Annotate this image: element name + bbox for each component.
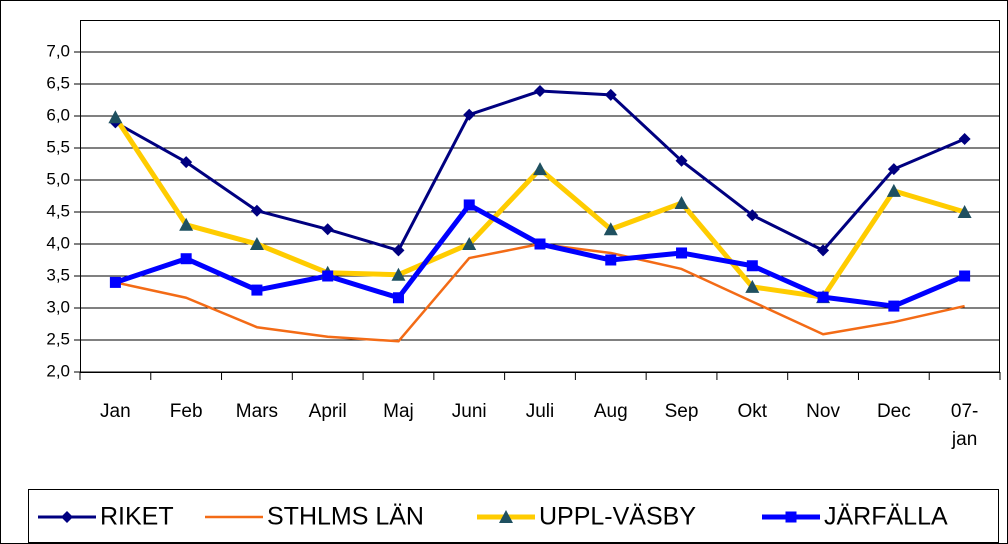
x-tick-label: Maj: [383, 401, 414, 422]
marker: [392, 292, 404, 304]
legend-label: STHLMS LÄN: [267, 503, 424, 531]
marker: [675, 154, 688, 167]
marker: [886, 183, 901, 197]
x-tick-label: 07-jan: [950, 401, 979, 450]
marker: [817, 291, 829, 303]
marker: [463, 108, 476, 121]
x-tick-label: Mars: [235, 401, 279, 422]
marker: [109, 276, 121, 288]
marker: [250, 204, 263, 217]
x-tick-label: Juli: [525, 401, 555, 422]
x-tick-label: Jan: [100, 401, 131, 422]
y-tick-label: 3,5: [46, 265, 70, 284]
marker: [603, 222, 618, 236]
marker: [499, 510, 513, 523]
legend-label: UPPL-VÄSBY: [539, 503, 696, 531]
x-tick-label: Juni: [451, 401, 487, 422]
x-tick-label: Aug: [593, 401, 628, 422]
y-tick-label: 3,0: [46, 297, 70, 316]
y-tick-label: 4,0: [46, 233, 70, 252]
legend-label: RIKET: [100, 503, 174, 531]
y-tick-label: 5,5: [46, 137, 70, 156]
marker: [463, 199, 475, 211]
marker: [108, 110, 123, 124]
marker: [746, 260, 758, 272]
marker: [391, 267, 406, 281]
marker: [180, 253, 192, 265]
marker: [958, 133, 971, 146]
y-tick-label: 6,5: [46, 73, 70, 92]
legend-label: JÄRFÄLLA: [824, 503, 948, 531]
marker: [746, 209, 759, 222]
marker: [61, 511, 73, 523]
y-tick-label: 2,5: [46, 329, 70, 348]
x-tick-label: Feb: [169, 401, 203, 422]
marker: [179, 217, 194, 231]
marker: [676, 247, 688, 259]
y-tick-label: 7,0: [46, 41, 70, 60]
marker: [817, 244, 830, 257]
marker: [888, 300, 900, 312]
y-tick-label: 4,5: [46, 201, 70, 220]
y-tick-label: 2,0: [46, 361, 70, 380]
marker: [605, 254, 617, 266]
x-tick-label: Dec: [876, 401, 911, 422]
marker: [533, 162, 547, 176]
x-tick-label: Okt: [737, 401, 768, 422]
y-tick-label: 5,0: [46, 169, 70, 188]
marker: [674, 196, 689, 210]
marker: [785, 511, 797, 523]
marker: [321, 223, 334, 236]
marker: [604, 88, 617, 101]
x-tick-label: April: [308, 401, 347, 422]
marker: [534, 85, 546, 98]
marker: [251, 284, 263, 296]
marker: [180, 156, 193, 169]
x-tick-label: Nov: [806, 401, 840, 422]
marker: [249, 237, 264, 250]
marker: [392, 244, 405, 257]
x-tick-label: Sep: [664, 401, 699, 422]
marker: [322, 270, 334, 282]
marker: [534, 238, 546, 250]
marker: [462, 237, 477, 250]
marker: [745, 279, 760, 293]
marker: [887, 163, 900, 176]
marker: [959, 270, 971, 282]
marker: [957, 205, 972, 218]
y-tick-label: 6,0: [46, 105, 70, 124]
